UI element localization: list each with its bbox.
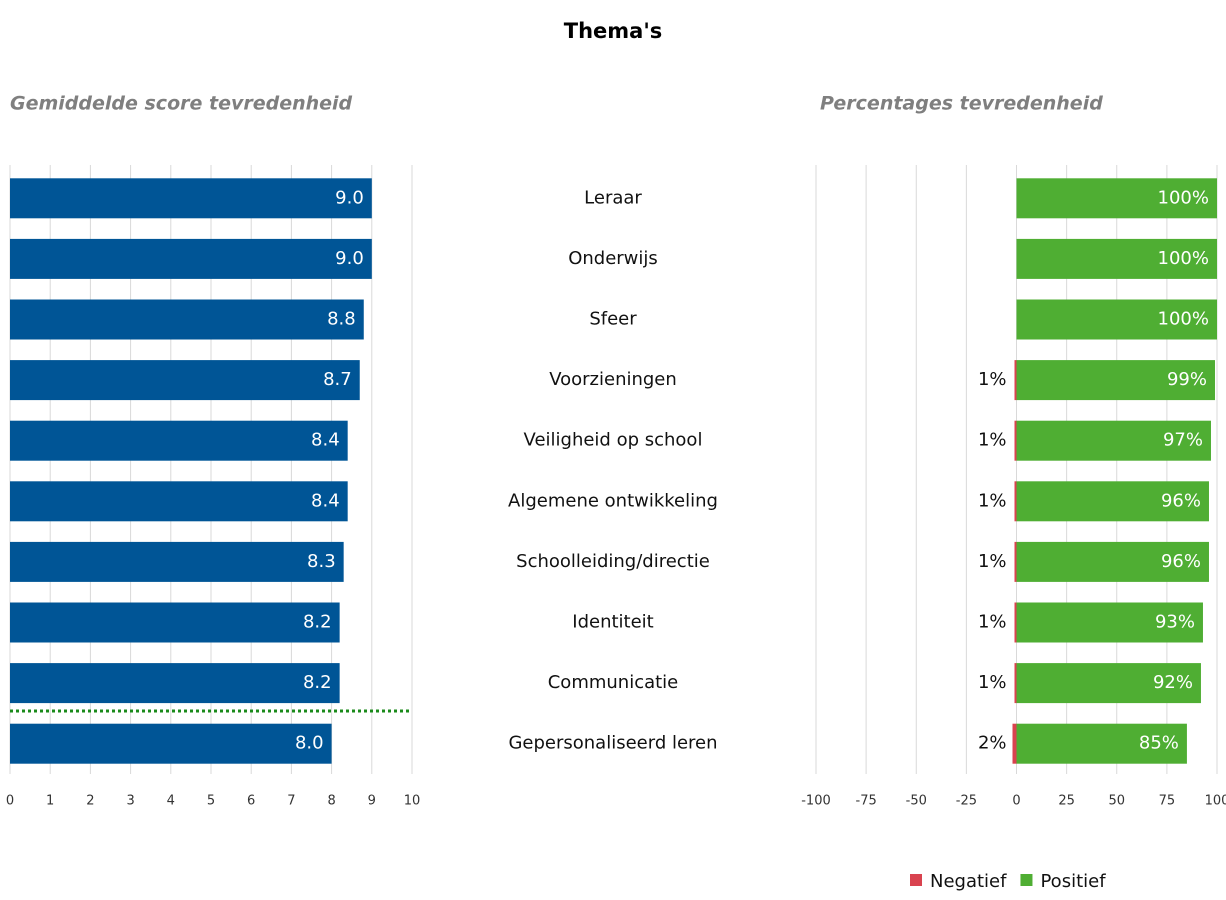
x-tick-label: 6 [247, 794, 255, 809]
value-label: 2% [978, 733, 1007, 754]
x-tick-label: 8 [327, 794, 335, 809]
bar [10, 602, 340, 643]
category-label: Schoolleiding/directie [516, 551, 710, 572]
value-label: 100% [1158, 309, 1209, 330]
x-tick-label: 4 [167, 794, 175, 809]
x-tick-label: 0 [1012, 794, 1020, 809]
bar [1016, 299, 1217, 340]
category-label: Algemene ontwikkeling [508, 490, 718, 511]
category-label: Onderwijs [568, 248, 658, 269]
bar [1014, 663, 1017, 704]
category-label: Leraar [584, 187, 642, 208]
value-label: 1% [978, 369, 1007, 390]
category-label: Sfeer [589, 309, 637, 330]
bar [1016, 420, 1211, 461]
legend-label: Positief [1040, 871, 1106, 892]
value-label: 1% [978, 612, 1007, 633]
value-label: 99% [1167, 369, 1207, 390]
bar [1014, 541, 1017, 582]
x-tick-label: -25 [956, 794, 977, 809]
value-label: 1% [978, 672, 1007, 693]
bar [1012, 723, 1017, 764]
category-label: Voorzieningen [549, 369, 677, 390]
legend-label: Negatief [930, 871, 1007, 892]
bar [1016, 541, 1209, 582]
category-label: Communicatie [548, 672, 679, 693]
value-label: 8.3 [307, 551, 336, 572]
value-label: 85% [1139, 733, 1179, 754]
bar [1014, 360, 1017, 401]
value-label: 9.0 [335, 248, 364, 269]
value-label: 8.2 [303, 672, 332, 693]
legend-swatch [910, 874, 922, 886]
x-tick-label: 0 [6, 794, 14, 809]
value-label: 8.4 [311, 430, 340, 451]
bar [1016, 663, 1201, 704]
x-tick-label: 25 [1058, 794, 1075, 809]
value-label: 92% [1153, 672, 1193, 693]
value-label: 1% [978, 551, 1007, 572]
value-label: 93% [1155, 612, 1195, 633]
bar [10, 723, 332, 764]
value-label: 96% [1161, 551, 1201, 572]
bar [1016, 238, 1217, 279]
x-tick-label: 100 [1205, 794, 1226, 809]
bar [1016, 360, 1215, 401]
x-tick-label: 50 [1108, 794, 1125, 809]
x-tick-label: -50 [906, 794, 927, 809]
x-tick-label: -75 [856, 794, 877, 809]
bar [10, 420, 348, 461]
bar [10, 178, 372, 219]
value-label: 100% [1158, 187, 1209, 208]
value-label: 8.7 [323, 369, 352, 390]
bar [1014, 420, 1017, 461]
category-label: Gepersonaliseerd leren [508, 733, 717, 754]
x-tick-label: 2 [86, 794, 94, 809]
value-label: 1% [978, 490, 1007, 511]
x-tick-label: 5 [207, 794, 215, 809]
bar [1014, 481, 1017, 522]
value-label: 8.2 [303, 612, 332, 633]
bar [1016, 481, 1209, 522]
value-label: 1% [978, 430, 1007, 451]
chart-title: Gemiddelde score tevredenheid [10, 93, 353, 115]
x-tick-label: 75 [1159, 794, 1176, 809]
page-title: Thema's [564, 19, 663, 43]
bar [10, 360, 360, 401]
value-label: 100% [1158, 248, 1209, 269]
category-label: Veiligheid op school [524, 430, 703, 451]
legend-swatch [1020, 874, 1033, 886]
x-tick-label: -100 [801, 794, 831, 809]
category-label: Identiteit [572, 612, 653, 633]
x-tick-label: 3 [126, 794, 134, 809]
value-label: 8.4 [311, 490, 340, 511]
bar [10, 541, 344, 582]
value-label: 8.0 [295, 733, 324, 754]
bar [1016, 723, 1187, 764]
bar [10, 481, 348, 522]
x-tick-label: 1 [46, 794, 54, 809]
bar [10, 299, 364, 340]
x-tick-label: 10 [404, 794, 421, 809]
x-tick-label: 7 [287, 794, 295, 809]
value-label: 8.8 [327, 309, 356, 330]
chart-title: Percentages tevredenheid [820, 93, 1103, 115]
value-label: 96% [1161, 490, 1201, 511]
bar [10, 238, 372, 279]
value-label: 97% [1163, 430, 1203, 451]
bar [1016, 602, 1203, 643]
bar [1014, 602, 1017, 643]
bar [10, 663, 340, 704]
value-label: 9.0 [335, 187, 364, 208]
x-tick-label: 9 [368, 794, 376, 809]
bar [1016, 178, 1217, 219]
